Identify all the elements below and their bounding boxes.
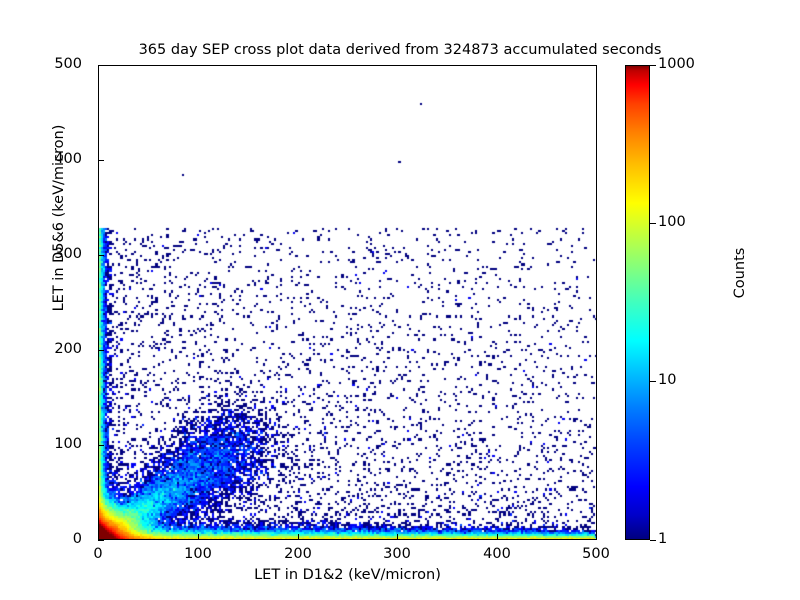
x-tick-100 — [198, 534, 199, 540]
scatter-density-plot — [99, 66, 596, 539]
y-tick-400 — [98, 160, 104, 161]
y-ticklabel-100: 100 — [54, 436, 82, 452]
y-tick-0 — [98, 540, 104, 541]
x-ticklabel-500: 500 — [582, 546, 610, 562]
x-tick-200 — [298, 534, 299, 540]
x-ticklabel-0: 0 — [93, 546, 103, 562]
y-tick-100 — [98, 445, 104, 446]
y-axis-label: LET in D5&6 (keV/micron) — [51, 124, 67, 312]
colorbar — [625, 65, 650, 540]
x-tick-400 — [497, 534, 498, 540]
colorbar-label: Counts — [732, 247, 748, 299]
colorbar-ticklabel-1000: 1000 — [658, 56, 695, 72]
x-ticklabel-300: 300 — [383, 546, 411, 562]
plot-axes — [98, 65, 597, 540]
title-line-1: 365 day SEP cross plot data derived from… — [138, 42, 662, 58]
y-ticklabel-0: 0 — [72, 531, 82, 547]
colorbar-ticklabel-1: 1 — [658, 531, 668, 547]
x-tick-0 — [98, 534, 99, 540]
colorbar-ticklabel-100: 100 — [658, 214, 686, 230]
y-tick-300 — [98, 255, 104, 256]
colorbar-ticklabel-10: 10 — [658, 372, 677, 388]
colorbar-gradient — [625, 65, 650, 540]
y-tick-500 — [98, 65, 104, 66]
x-ticklabel-200: 200 — [284, 546, 312, 562]
x-ticklabel-400: 400 — [483, 546, 511, 562]
x-ticklabel-100: 100 — [184, 546, 212, 562]
colorbar-tick-1 — [650, 540, 656, 541]
y-ticklabel-400: 400 — [54, 151, 82, 167]
colorbar-tick-1000 — [650, 65, 656, 66]
y-tick-200 — [98, 350, 104, 351]
x-axis-label: LET in D1&2 (keV/micron) — [254, 567, 441, 583]
colorbar-tick-10 — [650, 381, 656, 382]
colorbar-tick-100 — [650, 223, 656, 224]
y-ticklabel-200: 200 — [54, 341, 82, 357]
y-ticklabel-300: 300 — [54, 246, 82, 262]
x-tick-300 — [397, 534, 398, 540]
y-ticklabel-500: 500 — [54, 56, 82, 72]
x-tick-500 — [596, 534, 597, 540]
